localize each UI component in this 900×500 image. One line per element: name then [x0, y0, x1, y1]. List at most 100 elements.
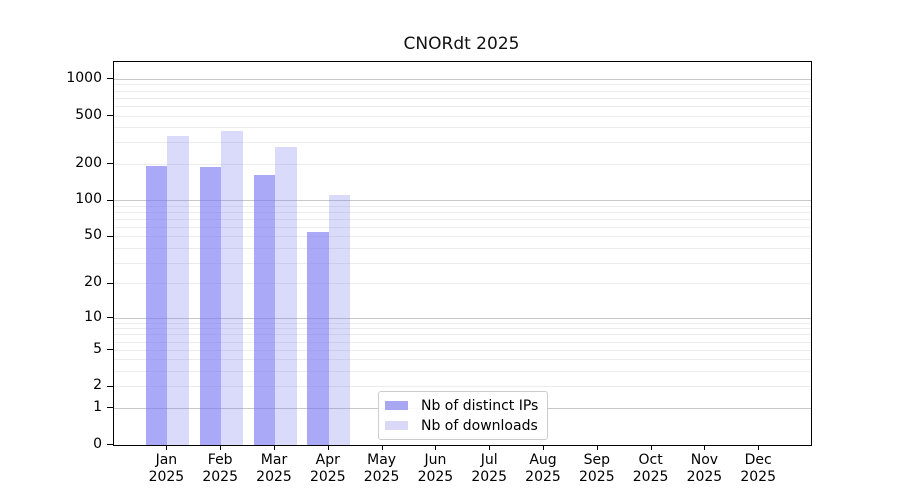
bar-distinct-ips [253, 174, 275, 445]
gridline-minor [114, 84, 811, 86]
chart-title: CNORdt 2025 [403, 34, 520, 54]
x-tick-year: 2025 [471, 469, 507, 485]
x-tick-year: 2025 [578, 469, 615, 485]
x-tick-label-dec: Dec 2025 [726, 452, 790, 486]
x-tick-label-apr: Apr 2025 [296, 452, 360, 486]
gridline-major [114, 200, 811, 202]
legend-item-distinct-ips: Nb of distinct IPs [385, 396, 538, 415]
gridline-minor [114, 97, 811, 99]
gridline-minor [114, 205, 811, 207]
x-tick-month: Jun [424, 452, 447, 468]
gridline-minor [114, 334, 811, 336]
gridline-minor [114, 371, 811, 373]
x-tick-year: 2025 [525, 469, 561, 485]
x-tick-month: Oct [638, 452, 663, 468]
gridline-major [114, 78, 811, 80]
gridline-minor [114, 226, 811, 228]
plot-area [113, 61, 812, 446]
x-tick-label-jan: Jan 2025 [134, 452, 198, 486]
x-tick-mark [220, 445, 222, 450]
x-tick-month: Nov [690, 452, 719, 468]
gridline-minor [114, 218, 811, 220]
legend-label: Nb of downloads [421, 417, 538, 434]
y-tick-mark [107, 163, 113, 165]
gridline-minor [114, 262, 811, 264]
x-tick-label-jun: Jun 2025 [403, 452, 467, 486]
y-tick-mark [107, 444, 113, 445]
y-tick-mark [107, 282, 113, 284]
x-tick-month: Jul [480, 452, 498, 468]
bar-downloads [221, 131, 243, 445]
y-tick-label: 100 [75, 191, 102, 208]
x-tick-year: 2025 [686, 469, 723, 485]
y-tick-label: 1 [93, 398, 102, 415]
legend-item-downloads: Nb of downloads [385, 416, 538, 435]
x-tick-mark [274, 445, 275, 450]
x-tick-mark [435, 445, 437, 450]
gridline-minor [114, 247, 811, 249]
gridline-minor [114, 115, 811, 117]
x-tick-year: 2025 [363, 469, 400, 485]
x-tick-mark [704, 445, 706, 450]
y-tick-mark [107, 407, 113, 409]
x-tick-year: 2025 [202, 469, 238, 485]
x-tick-mark [758, 445, 760, 450]
x-tick-month: Jan [155, 452, 178, 468]
x-tick-month: Feb [207, 452, 233, 468]
x-tick-label-oct: Oct 2025 [619, 452, 683, 486]
x-tick-label-jul: Jul 2025 [457, 452, 521, 486]
y-tick-label: 2 [93, 377, 102, 394]
gridline-minor [114, 386, 811, 388]
gridline-minor [114, 328, 811, 330]
legend-swatch-icon [385, 401, 408, 410]
x-tick-label-sep: Sep 2025 [565, 452, 629, 486]
x-tick-mark [381, 445, 383, 450]
gridline-minor [114, 127, 811, 129]
gridline-minor [114, 163, 811, 165]
gridline-minor [114, 211, 811, 213]
x-tick-year: 2025 [148, 469, 185, 485]
x-tick-month: Apr [315, 452, 340, 468]
gridline-minor [114, 341, 811, 343]
y-tick-mark [107, 349, 113, 351]
legend: Nb of distinct IPs Nb of downloads [378, 391, 549, 440]
x-tick-year: 2025 [417, 469, 454, 485]
y-tick-label: 10 [84, 308, 102, 325]
bar-distinct-ips [307, 232, 329, 445]
y-tick-label: 50 [84, 227, 102, 244]
bar-distinct-ips [145, 165, 168, 445]
gridline-minor [114, 142, 811, 144]
x-tick-mark [327, 445, 329, 450]
bar-distinct-ips [199, 167, 222, 445]
x-tick-mark [650, 445, 652, 450]
y-tick-label: 5 [93, 340, 102, 357]
x-tick-month: Aug [529, 452, 557, 468]
gridline-minor [114, 322, 811, 324]
gridline-minor [114, 236, 811, 238]
bar-downloads [167, 135, 189, 445]
y-tick-label: 20 [84, 274, 102, 291]
x-tick-year: 2025 [632, 469, 669, 485]
x-tick-year: 2025 [256, 469, 292, 485]
gridline-minor [114, 349, 811, 351]
x-tick-label-mar: Mar 2025 [242, 452, 306, 486]
x-tick-mark [166, 445, 168, 450]
y-tick-label: 500 [75, 106, 102, 123]
gridline-minor [114, 105, 811, 107]
x-tick-label-nov: Nov 2025 [672, 452, 736, 486]
y-tick-label: 200 [75, 154, 102, 171]
bar-downloads [328, 194, 351, 445]
x-tick-mark [596, 445, 598, 450]
x-tick-mark [543, 445, 544, 450]
x-tick-label-feb: Feb 2025 [188, 452, 252, 486]
x-tick-month: Sep [583, 452, 610, 468]
y-tick-mark [107, 385, 113, 387]
legend-label: Nb of distinct IPs [421, 397, 539, 414]
y-tick-mark [107, 115, 113, 117]
legend-swatch-icon [385, 421, 408, 430]
gridline-minor [114, 283, 811, 285]
y-tick-mark [107, 199, 113, 201]
y-tick-label: 1000 [66, 69, 102, 86]
x-tick-label-aug: Aug 2025 [511, 452, 575, 486]
